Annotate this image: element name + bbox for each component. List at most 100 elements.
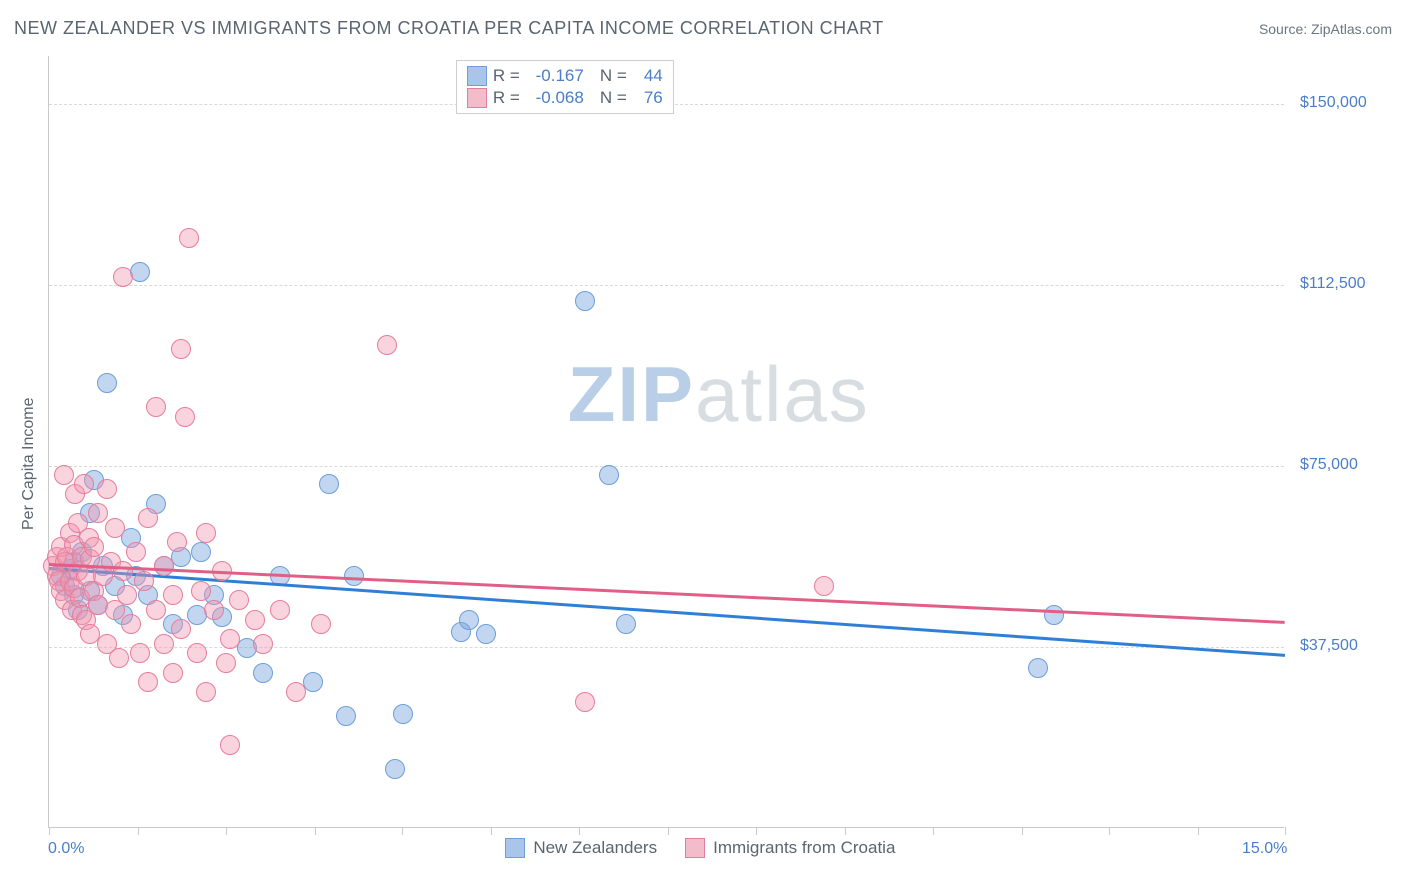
data-point-nz	[171, 547, 191, 567]
data-point-nz	[319, 474, 339, 494]
x-tick	[1198, 827, 1199, 835]
data-point-cr	[175, 407, 195, 427]
legend-label-nz: New Zealanders	[533, 838, 657, 858]
x-tick	[49, 827, 50, 835]
legend-swatch-cr	[685, 838, 705, 858]
data-point-nz	[105, 576, 125, 596]
stats-n-label: N =	[600, 88, 627, 108]
data-point-nz	[64, 585, 84, 605]
data-point-cr	[105, 518, 125, 538]
data-point-nz	[459, 610, 479, 630]
data-point-cr	[270, 600, 290, 620]
chart-source: Source: ZipAtlas.com	[1259, 21, 1392, 37]
scatter-plot: ZIPatlas	[48, 56, 1284, 828]
data-point-cr	[146, 600, 166, 620]
data-point-nz	[204, 585, 224, 605]
legend-item-cr: Immigrants from Croatia	[685, 838, 895, 858]
x-tick	[138, 827, 139, 835]
data-point-nz	[1044, 605, 1064, 625]
data-point-cr	[154, 556, 174, 576]
x-tick	[845, 827, 846, 835]
data-point-cr	[814, 576, 834, 596]
data-point-nz	[393, 704, 413, 724]
data-point-nz	[616, 614, 636, 634]
watermark: ZIPatlas	[568, 349, 870, 440]
data-point-cr	[216, 653, 236, 673]
data-point-cr	[220, 629, 240, 649]
data-point-nz	[97, 373, 117, 393]
x-tick	[579, 827, 580, 835]
trend-line-cr	[49, 563, 1285, 623]
data-point-nz	[451, 622, 471, 642]
grid-line	[49, 647, 1284, 648]
data-point-cr	[84, 581, 104, 601]
data-point-cr	[163, 585, 183, 605]
stats-n-value-cr: 76	[633, 88, 663, 108]
data-point-nz	[80, 503, 100, 523]
stats-n-value-nz: 44	[633, 66, 663, 86]
x-tick	[756, 827, 757, 835]
data-point-nz	[336, 706, 356, 726]
data-point-cr	[196, 682, 216, 702]
data-point-nz	[163, 614, 183, 634]
data-point-nz	[575, 291, 595, 311]
data-point-cr	[171, 619, 191, 639]
data-point-nz	[303, 672, 323, 692]
stats-n-label: N =	[600, 66, 627, 86]
data-point-cr	[93, 566, 113, 586]
data-point-nz	[121, 528, 141, 548]
data-point-nz	[88, 595, 108, 615]
data-point-nz	[138, 585, 158, 605]
data-point-cr	[171, 339, 191, 359]
stats-row-nz: R =-0.167N =44	[467, 65, 663, 87]
data-point-cr	[72, 605, 92, 625]
stats-row-cr: R =-0.068N =76	[467, 87, 663, 109]
legend-swatch-nz	[505, 838, 525, 858]
chart-title: NEW ZEALANDER VS IMMIGRANTS FROM CROATIA…	[14, 18, 884, 39]
data-point-cr	[253, 634, 273, 654]
grid-line	[49, 466, 1284, 467]
data-point-cr	[97, 634, 117, 654]
data-point-cr	[138, 508, 158, 528]
data-point-cr	[126, 542, 146, 562]
data-point-cr	[196, 523, 216, 543]
data-point-nz	[187, 605, 207, 625]
data-point-cr	[204, 600, 224, 620]
data-point-cr	[60, 571, 80, 591]
data-point-nz	[154, 556, 174, 576]
data-point-nz	[385, 759, 405, 779]
y-tick-label: $37,500	[1300, 637, 1358, 655]
data-point-cr	[88, 503, 108, 523]
stats-swatch-nz	[467, 66, 487, 86]
chart-header: NEW ZEALANDER VS IMMIGRANTS FROM CROATIA…	[14, 18, 1392, 39]
stats-r-value-nz: -0.167	[526, 66, 584, 86]
data-point-cr	[575, 692, 595, 712]
data-point-cr	[179, 228, 199, 248]
data-point-cr	[163, 663, 183, 683]
data-point-cr	[49, 571, 69, 591]
data-point-cr	[220, 735, 240, 755]
watermark-zip: ZIP	[568, 350, 695, 438]
data-point-cr	[68, 513, 88, 533]
data-point-nz	[237, 638, 257, 658]
data-point-cr	[154, 634, 174, 654]
data-point-cr	[105, 600, 125, 620]
y-tick-label: $150,000	[1300, 94, 1367, 112]
data-point-cr	[146, 397, 166, 417]
x-tick	[1022, 827, 1023, 835]
x-tick	[1285, 827, 1286, 835]
data-point-cr	[229, 590, 249, 610]
y-tick-label: $112,500	[1300, 275, 1366, 293]
data-point-cr	[80, 624, 100, 644]
data-point-cr	[191, 581, 211, 601]
data-point-cr	[286, 682, 306, 702]
data-point-cr	[113, 267, 133, 287]
x-tick	[491, 827, 492, 835]
data-point-nz	[130, 262, 150, 282]
x-tick	[402, 827, 403, 835]
grid-line	[49, 285, 1284, 286]
data-point-cr	[97, 479, 117, 499]
x-tick	[1109, 827, 1110, 835]
data-point-cr	[167, 532, 187, 552]
x-tick	[226, 827, 227, 835]
